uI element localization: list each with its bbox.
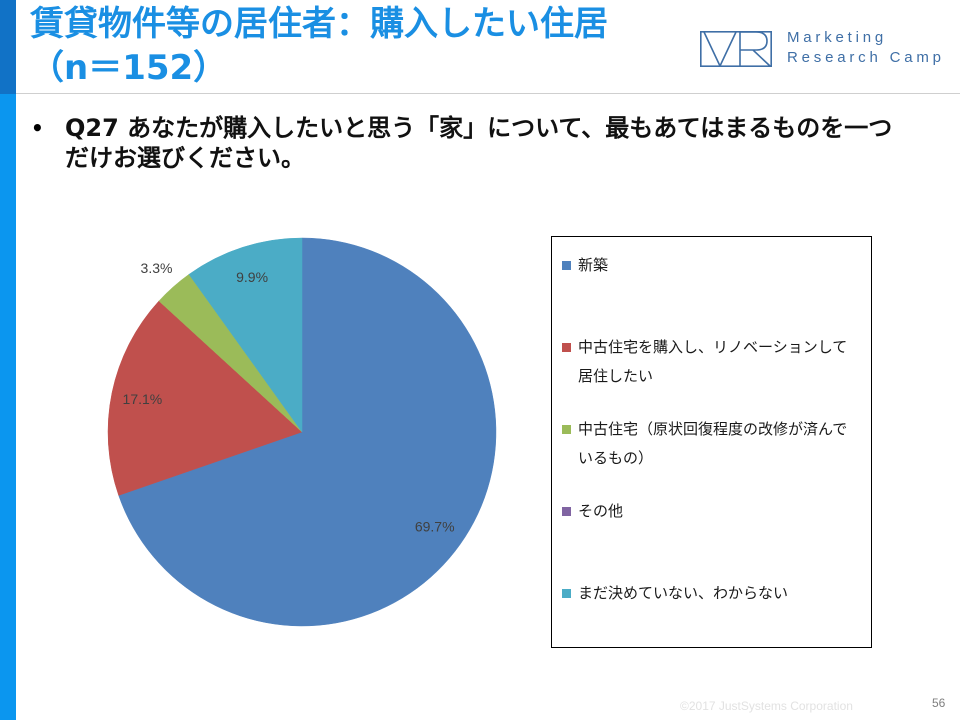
legend-swatch-used-restored [562, 425, 571, 434]
question-text-line-1: Q27 あなたが購入したいと思う「家」について、最もあてはまるものを一つ [65, 114, 893, 142]
side-accent-bar-top [0, 0, 16, 94]
legend-swatch-new-build [562, 261, 571, 270]
copyright-notice: ©2017 JustSystems Corporation [680, 699, 853, 713]
legend-label-other: その他 [578, 502, 624, 520]
side-accent-bar [0, 0, 16, 720]
slide-title-line-1: 賃貸物件等の居住者：購入したい住居 [30, 4, 608, 44]
legend-swatch-used-renovation [562, 343, 571, 352]
logo-mark-frame [700, 31, 772, 67]
legend-label-used-restored: 中古住宅（原状回復程度の改修が済んでいるもの） [578, 420, 848, 467]
pie-slice-new-build [118, 237, 497, 627]
chart-legend: 新築 中古住宅を購入し、リノベーションして居住したい 中古住宅（原状回復程度の改… [551, 236, 872, 648]
page-number: 56 [932, 696, 946, 710]
logo-text-marketing: Marketing [787, 29, 888, 46]
legend-item-new-build: 新築 [562, 251, 862, 311]
pie-chart: 69.7% 17.1% 3.3% 9.9% [107, 237, 497, 627]
pie-slice-used-renovation [107, 300, 303, 496]
logo-mark-r [739, 31, 771, 67]
data-label-undecided: 9.9% [236, 269, 268, 285]
data-label-used-renovation: 17.1% [123, 391, 163, 407]
question-text-line-2: だけお選びください。 [65, 144, 305, 172]
legend-item-undecided: まだ決めていない、わからない [562, 579, 862, 639]
data-label-new-build: 69.7% [415, 519, 455, 535]
legend-label-new-build: 新築 [578, 256, 609, 274]
slide-title-sample-size: （n＝152） [30, 48, 228, 88]
legend-label-undecided: まだ決めていない、わからない [578, 584, 789, 602]
legend-item-other: その他 [562, 497, 862, 557]
survey-question: • Q27 あなたが購入したいと思う「家」について、最もあてはまるものを一つ だ… [0, 113, 960, 175]
header-divider [16, 93, 960, 94]
legend-label-used-renovation: 中古住宅を購入し、リノベーションして居住したい [578, 338, 848, 385]
data-label-used-restored: 3.3% [141, 260, 173, 276]
bullet-icon: • [31, 116, 44, 140]
legend-item-used-renovation: 中古住宅を購入し、リノベーションして居住したい [562, 333, 862, 393]
pie-slices [107, 237, 497, 627]
logo-text-research-camp: Research Camp [787, 49, 945, 66]
legend-item-used-restored: 中古住宅（原状回復程度の改修が済んでいるもの） [562, 415, 862, 475]
legend-swatch-other [562, 507, 571, 516]
pie-slice-undecided [188, 237, 303, 433]
pie-data-labels: 69.7% 17.1% 3.3% 9.9% [123, 260, 455, 535]
logo-mark [700, 31, 772, 67]
slide-title: 賃貸物件等の居住者：購入したい住居 （n＝152） [30, 2, 608, 90]
brand-logo: Marketing Research Camp [700, 29, 950, 69]
legend-swatch-undecided [562, 589, 571, 598]
logo-mark-v [703, 31, 737, 67]
